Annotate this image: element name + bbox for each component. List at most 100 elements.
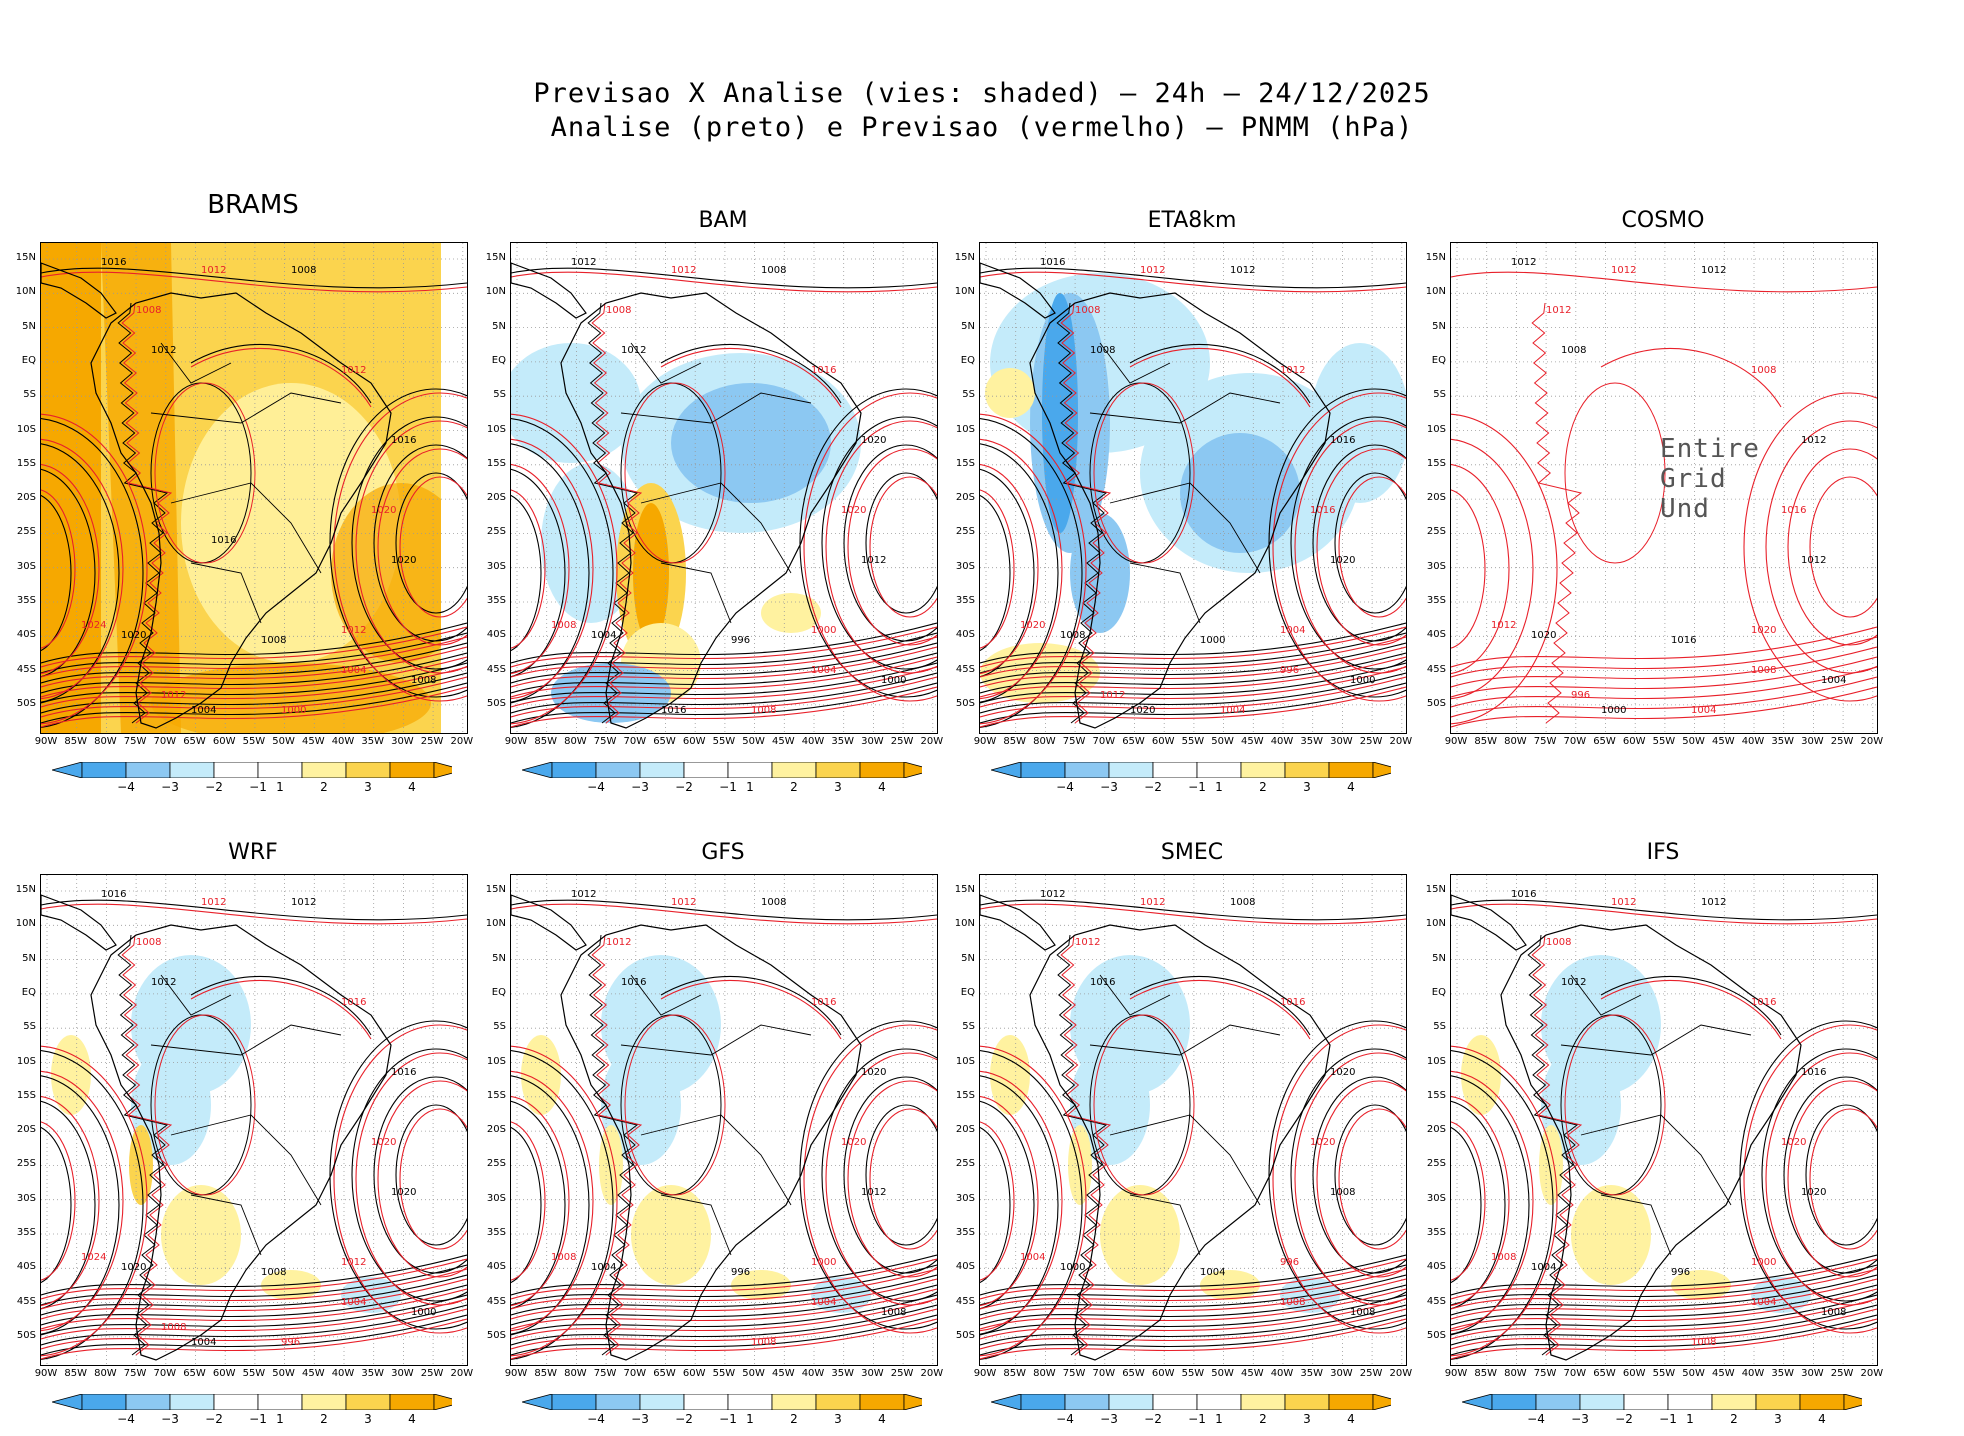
colorbar-segment bbox=[1064, 761, 1110, 779]
latitude-label: 25S bbox=[1426, 1158, 1446, 1170]
isobar-label: 1000 bbox=[1060, 1262, 1085, 1273]
latitude-label: 30S bbox=[486, 560, 506, 572]
isobar-label: 1020 bbox=[1751, 625, 1776, 636]
colorbar-segment bbox=[1284, 761, 1330, 779]
forecast-isobars bbox=[980, 271, 1406, 728]
map-area: 1016 1012 1012 1008 1012 1016 1016 1020 1020 1024… bbox=[40, 874, 468, 1366]
isobar-label: 1016 bbox=[661, 705, 686, 716]
isobar-label: 1016 bbox=[211, 535, 236, 546]
isobar-label: 1012 bbox=[621, 345, 646, 356]
latitude-label: 45S bbox=[16, 663, 36, 675]
contour-labels: 1012 1012 1008 1008 1012 1016 1020 1020 1012 1008… bbox=[551, 257, 906, 716]
forecast-isobars bbox=[41, 903, 467, 1360]
isobar-label: 1012 bbox=[161, 690, 186, 701]
colorbar-segment bbox=[1196, 761, 1242, 779]
isobar-label: 1016 bbox=[1751, 997, 1776, 1008]
latitude-label: 15S bbox=[955, 457, 975, 469]
longitude-label: 90W bbox=[973, 1368, 997, 1379]
isobar-label: 1016 bbox=[101, 257, 126, 268]
latitude-label: 45S bbox=[486, 663, 506, 675]
isobar-label: 1024 bbox=[81, 1252, 106, 1263]
longitude-label: 20W bbox=[1860, 736, 1884, 747]
colorbar-tick-label: −4 bbox=[1527, 1412, 1545, 1426]
latitude-label: 10N bbox=[1425, 918, 1446, 930]
isobar-label: 1004 bbox=[341, 1297, 366, 1308]
colorbar-tick-label: −3 bbox=[1571, 1412, 1589, 1426]
latitude-label: 10S bbox=[955, 1055, 975, 1067]
latitude-label: EQ bbox=[21, 354, 36, 366]
isobar-label: 1012 bbox=[151, 345, 176, 356]
isobar-label: 1012 bbox=[1561, 977, 1586, 988]
forecast-isobars bbox=[511, 271, 937, 728]
colorbar-arrow-right bbox=[1372, 1393, 1405, 1411]
isobar-label: 996 bbox=[1571, 690, 1590, 701]
latitude-label: 40S bbox=[486, 629, 506, 641]
isobar-label: 1016 bbox=[1781, 505, 1806, 516]
isobar-label: 1020 bbox=[1801, 1187, 1826, 1198]
longitude-label: 45W bbox=[771, 736, 795, 747]
colorbar-tick-label: −4 bbox=[1056, 1412, 1074, 1426]
latitude-label: 10S bbox=[955, 423, 975, 435]
colorbar bbox=[989, 1393, 1405, 1414]
latitude-label: 20S bbox=[16, 492, 36, 504]
longitude-label: 85W bbox=[1003, 1368, 1026, 1379]
colorbar-segment bbox=[257, 1393, 303, 1411]
isobar-label: 996 bbox=[1671, 1267, 1690, 1278]
latitude-label: 30S bbox=[1426, 1192, 1446, 1204]
colorbar-segment bbox=[389, 761, 435, 779]
longitude-label: 90W bbox=[1444, 736, 1468, 747]
longitude-label: 45W bbox=[771, 1368, 795, 1379]
isobar-label: 1020 bbox=[1020, 620, 1045, 631]
isobar-label: 1004 bbox=[811, 1297, 836, 1308]
longitude-label: 35W bbox=[1771, 736, 1794, 747]
latitude-label: 45S bbox=[1426, 663, 1446, 675]
latitude-label: EQ bbox=[1431, 354, 1446, 366]
isobar-label: 1012 bbox=[1230, 265, 1255, 276]
longitude-label: 90W bbox=[973, 736, 997, 747]
longitude-label: 80W bbox=[564, 1368, 587, 1379]
isobar-label: 1008 bbox=[261, 1267, 286, 1278]
isobar-label: 1008 bbox=[1821, 1307, 1846, 1318]
colorbar-arrow-left bbox=[50, 1393, 83, 1411]
longitude-label: 40W bbox=[1270, 1368, 1294, 1379]
isobar-label: 1020 bbox=[861, 1067, 886, 1078]
latitude-label: 15N bbox=[954, 884, 975, 895]
isobar-label: 1020 bbox=[1330, 1067, 1355, 1078]
isobar-label: 1012 bbox=[571, 889, 596, 900]
latitude-label: 15N bbox=[1425, 252, 1446, 263]
longitude-label: 70W bbox=[1092, 1368, 1116, 1379]
colorbar-tick-label: −2 bbox=[205, 780, 223, 794]
longitude-label: 25W bbox=[890, 1368, 914, 1379]
latitude-label: 25S bbox=[955, 1158, 975, 1170]
colorbar-segment bbox=[1799, 1393, 1845, 1411]
isobar-label: 1004 bbox=[1200, 1267, 1225, 1278]
longitude-label: 70W bbox=[1563, 736, 1587, 747]
longitude-label: 35W bbox=[361, 1368, 384, 1379]
isobar-label: 1012 bbox=[341, 365, 366, 376]
colorbar-tick-label: −3 bbox=[1100, 780, 1118, 794]
latitude-label: 5N bbox=[492, 952, 506, 964]
isobar-label: 1020 bbox=[1781, 1137, 1806, 1148]
latitude-label: 5S bbox=[1433, 389, 1446, 401]
latitude-label: 45S bbox=[955, 1295, 975, 1307]
isobar-label: 1012 bbox=[571, 257, 596, 268]
latitude-label: 10S bbox=[1426, 1055, 1446, 1067]
longitude-label: 45W bbox=[1711, 1368, 1735, 1379]
colorbar-segment bbox=[1667, 1393, 1713, 1411]
isobar-label: 1020 bbox=[121, 1262, 146, 1273]
colorbar-segment bbox=[727, 1393, 773, 1411]
colorbar-segment bbox=[683, 1393, 729, 1411]
colorbar-tick-label: −2 bbox=[675, 780, 693, 794]
latitude-label: 5N bbox=[22, 952, 36, 964]
isobar-label: 1020 bbox=[391, 555, 416, 566]
isobar-label: 1012 bbox=[1075, 937, 1100, 948]
colorbar-tick-label: 2 bbox=[790, 1412, 798, 1426]
figure-title-line-2: Analise (preto) e Previsao (vermelho) – … bbox=[550, 112, 1414, 143]
colorbar-segment bbox=[1623, 1393, 1669, 1411]
colorbar-tick-label: −4 bbox=[117, 780, 135, 794]
map-area: 1012 1012 1008 1012 1016 1016 1020 1020 1012 1008… bbox=[510, 874, 938, 1366]
latitude-label: 5S bbox=[1433, 1021, 1446, 1033]
isobar-label: 1016 bbox=[621, 977, 646, 988]
longitude-label: 45W bbox=[301, 736, 325, 747]
longitude-label: 75W bbox=[1062, 736, 1086, 747]
